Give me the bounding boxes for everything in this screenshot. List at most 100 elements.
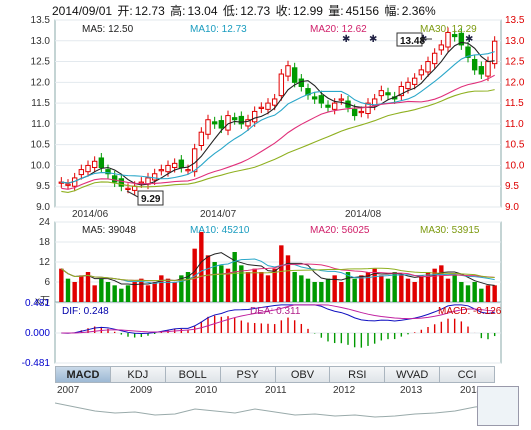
- volume-bar: [432, 268, 437, 302]
- x-label-jun: 2014/06: [72, 209, 109, 220]
- price-tick-right: 11.5: [505, 98, 524, 109]
- price-tick-left: 12.0: [31, 77, 51, 88]
- candle-body: [125, 187, 131, 191]
- volume-bar: [425, 272, 431, 302]
- volume-bar: [145, 285, 151, 302]
- tab-psy[interactable]: PSY: [220, 366, 276, 383]
- tab-macd[interactable]: MACD: [55, 366, 111, 383]
- candle-body: [398, 85, 405, 97]
- star-marker: ✱: [342, 34, 350, 45]
- volume-bar: [472, 282, 477, 302]
- x-label-aug: 2014/08: [345, 209, 382, 220]
- candle-body: [171, 162, 178, 169]
- price-tick-right: 13.0: [505, 36, 525, 47]
- volume-ma-line: [61, 258, 495, 284]
- candle-body: [158, 169, 165, 172]
- volume-label: 量:: [328, 4, 344, 18]
- candle-body: [251, 110, 258, 123]
- volume-tick: 12: [39, 257, 51, 268]
- volume-unit: x万: [35, 296, 50, 307]
- timeline-navigator[interactable]: 2007 2009 2010 2011 2012 2013 2014: [55, 385, 495, 425]
- low-annotation: 9.29: [126, 190, 164, 206]
- candle-body: [291, 67, 298, 83]
- macd-dea-line: [61, 304, 495, 334]
- candle-body: [191, 148, 198, 173]
- tab-obv[interactable]: OBV: [275, 366, 331, 383]
- tab-kdj[interactable]: KDJ: [110, 366, 166, 383]
- volume-bar: [245, 272, 251, 302]
- macd-legend-dif: DIF: 0.248: [62, 306, 109, 317]
- tab-cci[interactable]: CCI: [440, 366, 495, 383]
- volume-value: 45156: [345, 4, 379, 18]
- price-tick-right: 13.5: [505, 15, 525, 26]
- volume-bar: [252, 268, 257, 302]
- volume-bar: [479, 288, 484, 302]
- candle-body: [118, 178, 125, 187]
- candle-body: [451, 34, 458, 38]
- timeline-scroll-handle[interactable]: [477, 386, 519, 426]
- price-tick-left: 9.0: [36, 202, 50, 213]
- volume-bar: [312, 282, 317, 302]
- price-tick-right: 9.5: [505, 181, 519, 192]
- volume-bar: [439, 265, 444, 302]
- candle-body: [238, 115, 245, 125]
- volume-bars[interactable]: [59, 232, 497, 302]
- candle-body: [198, 131, 205, 146]
- volume-bar: [172, 282, 177, 302]
- volume-bar: [385, 278, 391, 302]
- vol-legend-ma20: MA20: 56025: [310, 225, 370, 236]
- volume-bar: [405, 278, 411, 302]
- macd-tick: 0.481: [25, 298, 50, 309]
- volume-bar: [92, 285, 97, 302]
- quote-header: 2014/09/01 开: 12.73 高: 13.04 低: 12.73 收: 12.…: [52, 2, 438, 19]
- candle-body: [271, 98, 278, 106]
- price-tick-right: 9.0: [505, 202, 519, 213]
- volume-bar: [232, 252, 237, 302]
- volume-bar: [132, 282, 137, 302]
- volume-bar: [485, 285, 491, 302]
- macd-tick: -0.481: [22, 358, 51, 369]
- candle-body: [211, 121, 218, 125]
- volume-yaxis: 6 12 18 24: [39, 217, 51, 288]
- volume-bar: [345, 272, 351, 302]
- price-tick-left: 11.0: [31, 119, 50, 130]
- candle-body: [365, 102, 371, 115]
- volume-bar: [452, 275, 457, 302]
- candle-body: [465, 46, 471, 58]
- volume-bar: [85, 272, 91, 302]
- volume-bar: [59, 268, 64, 302]
- candle-body: [445, 31, 451, 48]
- tab-rsi[interactable]: RSI: [330, 366, 386, 383]
- price-tick-right: 10.0: [505, 160, 525, 171]
- price-yaxis-right: 9.0 9.5 10.0 10.5 11.0 11.5 12.0 12.5 13.0 13.5: [505, 15, 525, 213]
- tab-boll[interactable]: BOLL: [165, 366, 221, 383]
- volume-bar: [352, 278, 357, 302]
- macd-yaxis: 0.481 0.000 -0.481: [22, 298, 51, 369]
- volume-bar: [259, 272, 264, 302]
- legend-ma5: MA5: 12.50: [82, 24, 134, 35]
- year-2007: 2007: [57, 385, 80, 396]
- timeline-sparkline: [55, 402, 495, 418]
- volume-bar: [219, 265, 224, 302]
- volume-bar: [139, 278, 144, 302]
- volume-tick: 6: [44, 277, 50, 288]
- candle-body: [458, 32, 465, 46]
- candle-body: [438, 44, 445, 51]
- volume-bar: [265, 275, 271, 302]
- candle-body: [178, 159, 185, 169]
- price-candles[interactable]: [58, 27, 498, 196]
- volume-bar: [325, 278, 331, 302]
- price-tick-left: 13.0: [31, 36, 51, 47]
- volume-bar: [319, 282, 324, 302]
- star-marker: ✱: [369, 34, 377, 45]
- high-value: 13.04: [187, 4, 218, 18]
- price-tick-right: 11.0: [505, 119, 524, 130]
- tab-wvad[interactable]: WVAD: [385, 366, 441, 383]
- price-tick-left: 12.5: [31, 57, 51, 68]
- volume-bar: [412, 282, 417, 302]
- volume-bar: [225, 268, 231, 302]
- volume-bar: [72, 282, 77, 302]
- candle-body: [278, 73, 285, 97]
- candle-body: [231, 117, 238, 121]
